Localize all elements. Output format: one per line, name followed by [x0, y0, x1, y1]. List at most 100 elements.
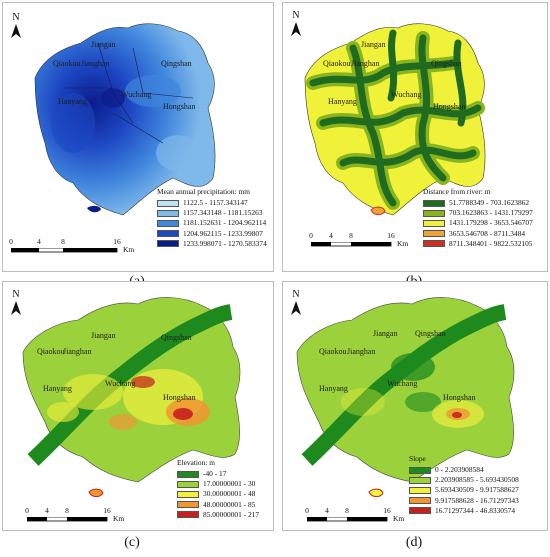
scale-tick: 8 [349, 231, 353, 240]
north-label: N [292, 10, 300, 21]
place-label-jiangan: Jiangan [91, 40, 116, 49]
legend-label: 85.00000001 - 217 [203, 509, 260, 519]
north-arrow-icon [11, 24, 21, 38]
precipitation-map [34, 23, 216, 216]
legend-item: 0 - 2.203908584 [409, 465, 519, 475]
place-label-qiaokou: Qiaokou [53, 59, 81, 68]
legend-item: 48.00000001 - 85 [177, 500, 259, 510]
legend-label: 1233.998071 - 1270.583374 [183, 238, 267, 248]
scale-tick: 8 [345, 506, 349, 515]
legend-item: 1233.998071 - 1270.583374 [157, 239, 267, 249]
scale-tick: 16 [387, 231, 395, 240]
place-label-jiangan: Jiangan [361, 40, 386, 49]
legend-swatch [157, 240, 179, 248]
legend-item: 3653.546708 - 8711.3484 [423, 229, 533, 239]
legend-swatch [423, 209, 445, 217]
north-label: N [12, 12, 20, 23]
place-label-hanyang: Hanyang [328, 97, 357, 106]
scale-bar: 0 4 8 16 Km [305, 506, 427, 524]
place-label-qingshan: Qingshan [161, 333, 192, 342]
panel-b-distance-river: N Jiangan Qiaokou Jianghan Qingshan Hany… [282, 2, 548, 272]
legend-swatch [157, 199, 179, 207]
legend-swatch [409, 486, 431, 494]
legend-item: 1181.152631 - 1204.962114 [157, 218, 267, 228]
place-label-wuchang: Wuchang [391, 90, 422, 99]
scale-tick: 16 [113, 237, 121, 246]
north-arrow: N [291, 11, 301, 36]
legend-label: 703.1623863 - 1431.179297 [449, 208, 533, 218]
scale-bar-graphic [306, 516, 388, 522]
scale-bar-graphic [26, 516, 108, 522]
legend-label: 1157.343148 - 1181.15263 [183, 208, 263, 218]
river [27, 304, 233, 466]
legend-label: 5.693430509 - 9.917588627 [435, 485, 519, 495]
place-label-qiaokou: Qiaokou [37, 347, 65, 356]
north-arrow: N [291, 290, 301, 315]
legend-item: 5.693430509 - 9.917588627 [409, 485, 519, 495]
legend: Elevation: m -40 - 17 17.00000001 - 30 3… [177, 458, 259, 520]
legend-swatch [409, 507, 431, 515]
legend-label: 48.00000001 - 85 [203, 499, 256, 509]
legend-item: 30.00000001 - 48 [177, 489, 259, 499]
place-label-hanyang: Hanyang [58, 97, 87, 106]
place-label-hongshan: Hongshan [433, 102, 466, 111]
place-label-jianghan: Jianghan [81, 59, 110, 68]
scale-tick: 16 [383, 506, 391, 515]
city-boundary [296, 297, 515, 483]
legend-label: 9.917588628 - 16.71297343 [435, 495, 519, 505]
scale-bar-graphic [10, 247, 118, 253]
place-label-jiangan: Jiangan [91, 331, 116, 340]
panel-a-precipitation: N Jiangan Qiaokou Jianghan Qingshan Hany… [2, 2, 274, 272]
legend-item: 17.00000001 - 30 [177, 479, 259, 489]
scale-tick: 8 [61, 237, 65, 246]
place-label-hanyang: Hanyang [43, 384, 72, 393]
scale-tick: 16 [103, 506, 111, 515]
scale-tick: 4 [325, 506, 329, 515]
place-label-wuchang: Wuchang [105, 379, 136, 388]
legend-swatch [157, 219, 179, 227]
place-label-qingshan: Qingshan [431, 59, 462, 68]
scale-tick: 4 [329, 231, 333, 240]
legend-label: 1181.152631 - 1204.962114 [183, 218, 267, 228]
legend-swatch [157, 230, 179, 238]
legend-swatch [409, 466, 431, 474]
place-label-hongshan: Hongshan [443, 393, 476, 402]
place-label-qiaokou: Qiaokou [323, 59, 351, 68]
place-label-wuchang: Wuchang [387, 379, 418, 388]
place-label-jianghan: Jianghan [63, 347, 92, 356]
legend-item: 1204.962115 - 1233.99807 [157, 229, 267, 239]
legend-item: 1157.343148 - 1181.15263 [157, 208, 267, 218]
legend-swatch [177, 490, 199, 498]
legend-item: 2.203908585 - 5.693430508 [409, 475, 519, 485]
legend-swatch [423, 230, 445, 238]
legend-title: Distance from river: m [423, 187, 491, 196]
place-label-jiangan: Jiangan [373, 329, 398, 338]
legend-swatch [177, 470, 199, 478]
scale-tick: 0 [25, 506, 29, 515]
place-label-hanyang: Hanyang [319, 384, 348, 393]
legend-item: 8711.348401 - 9822.532105 [423, 239, 533, 249]
legend-label: 30.00000001 - 48 [203, 489, 256, 499]
legend-item: 1122.5 - 1157.343147 [157, 198, 267, 208]
legend: Distance from river: m 51.7788349 - 703.… [423, 187, 533, 249]
legend-title: Slope [409, 454, 426, 463]
scale-unit: Km [393, 514, 405, 523]
legend-swatch [423, 219, 445, 227]
scale-tick: 0 [309, 231, 313, 240]
legend-label: 51.7788349 - 703.1623862 [449, 198, 530, 208]
legend-label: 1204.962115 - 1233.99807 [183, 228, 263, 238]
panel-c-elevation: N Jiangan Qiaokou Jianghan Qingshan Hany… [2, 281, 274, 531]
scale-tick: 4 [37, 237, 41, 246]
elevation-map [22, 297, 241, 498]
legend-label: 17.00000001 - 30 [203, 479, 256, 489]
north-arrow: N [11, 290, 21, 315]
north-arrow-icon [11, 301, 21, 315]
legend-item: 51.7788349 - 703.1623862 [423, 198, 533, 208]
legend-label: 0 - 2.203908584 [435, 465, 484, 475]
place-label-qingshan: Qingshan [415, 329, 446, 338]
panel-d-slope: N Jiangan Qiaokou Jianghan Qingshan Hany… [282, 281, 548, 531]
scale-bar-graphic [310, 241, 392, 247]
caption-c: (c) [124, 535, 140, 550]
legend-item: -40 - 17 [177, 469, 259, 479]
caption-d: (d) [405, 535, 423, 550]
